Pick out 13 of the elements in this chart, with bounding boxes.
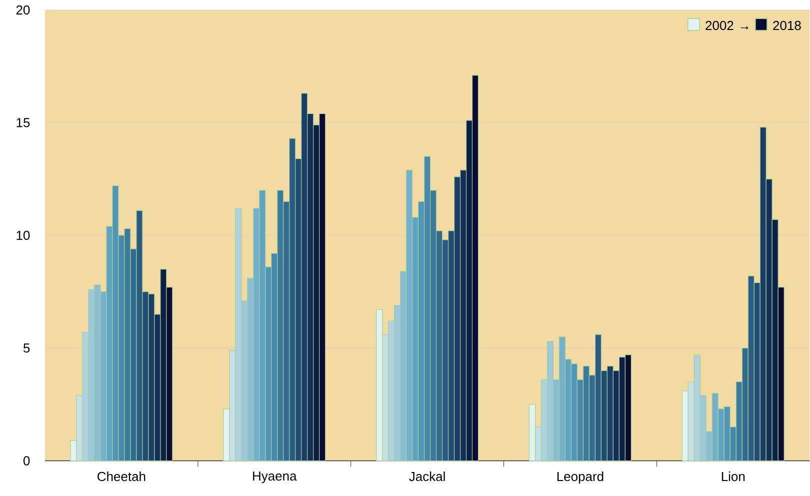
y-tick-label: 20 (16, 6, 30, 15)
y-tick-label: 15 (16, 118, 30, 128)
x-tick-label: Hyaena (253, 472, 297, 484)
y-tick-label: 5 (23, 344, 30, 353)
y-tick-label: 0 (23, 456, 30, 466)
legend-label: 2018 (773, 21, 801, 30)
x-tick-label: Leopard (557, 472, 604, 484)
x-tick-label: Cheetah (98, 472, 146, 482)
legend-label: 2002 (706, 21, 734, 30)
y-tick-label: 10 (16, 230, 30, 240)
x-tick-label: Jackal (409, 472, 445, 482)
x-tick-label: Lion (722, 472, 745, 482)
annotation: → (740, 26, 748, 30)
